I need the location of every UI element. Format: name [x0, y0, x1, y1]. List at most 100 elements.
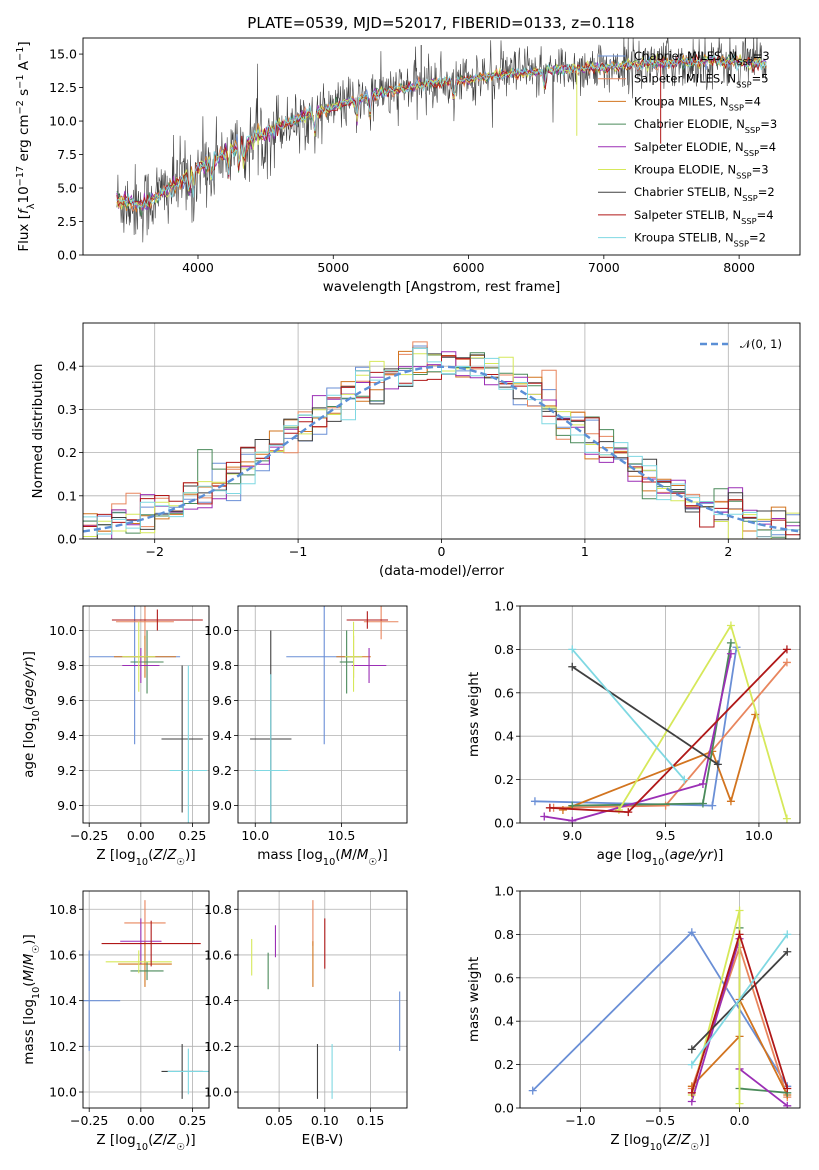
age-vs-metallicity-panel: −0.25 0.00 0.25 9.0 9.2 9.4 9.6 9.8 10.0 Z [log10…: [21, 605, 210, 868]
y-tick-label: 0.2: [57, 445, 77, 460]
y-tick-label: 9.2: [212, 763, 232, 778]
plot-area: [251, 900, 401, 1099]
weight-marker-salpeter-elodie: [783, 1101, 792, 1108]
y-tick-label: 9.6: [57, 693, 77, 708]
legend-label-kroupa-stelib: Kroupa STELIB, NSSP=2: [634, 231, 766, 249]
legend-label-salpeter-miles: Salpeter MILES, NSSP=5: [634, 72, 769, 90]
x-tick-label: 0.05: [265, 1113, 293, 1128]
y-tick-label: 15.0: [49, 47, 77, 62]
weight-marker-kroupa-stelib: [687, 1060, 696, 1069]
y-tick-label: 9.8: [212, 658, 232, 673]
y-tick-label: 0.0: [494, 816, 514, 831]
legend-label-chabrier-stelib: Chabrier STELIB, NSSP=2: [634, 185, 775, 203]
weight-marker-salpeter-elodie: [698, 779, 707, 788]
y-tick-label: 10.6: [49, 947, 77, 962]
y-tick-label: 10.0: [204, 1085, 232, 1100]
x-tick-label: 4000: [182, 260, 214, 275]
weight-marker-chabrier-elodie: [726, 638, 735, 647]
weight-marker-kroupa-stelib: [680, 775, 689, 784]
legend-label-salpeter-elodie: Salpeter ELODIE, NSSP=4: [634, 140, 776, 158]
legend-label-kroupa-elodie: Kroupa ELODIE, NSSP=3: [634, 163, 769, 181]
spectrum-line-kroupa-stelib: [116, 54, 767, 210]
weight-marker-salpeter-stelib: [735, 930, 744, 939]
y-tick-label: 9.4: [212, 728, 232, 743]
x-axis-label: mass [log10(M/M☉)]: [257, 847, 387, 868]
y-tick-label: 0.3: [57, 402, 77, 417]
weight-marker-kroupa-miles: [558, 805, 567, 814]
y-tick-label: 10.0: [49, 623, 77, 638]
weight-line-kroupa-stelib: [691, 933, 789, 1066]
plot-area: [528, 906, 792, 1108]
y-tick-label: 10.4: [49, 993, 77, 1008]
y-tick-label: 9.4: [57, 728, 77, 743]
x-tick-label: 5000: [317, 260, 349, 275]
weight-marker-kroupa-elodie: [614, 805, 623, 814]
y-tick-label: 10.2: [49, 1039, 77, 1054]
plot-area: [83, 900, 209, 1099]
y-tick-label: 9.6: [212, 693, 232, 708]
weight-marker-salpeter-stelib: [782, 645, 791, 654]
weight-marker-chabrier-miles: [528, 1086, 537, 1095]
x-axis-label: E(B-V): [302, 1132, 344, 1148]
x-tick-label: 6000: [453, 260, 485, 275]
y-axis-label: mass [log10(M/M☉)]: [21, 934, 42, 1064]
legend-label-kroupa-miles: Kroupa MILES, NSSP=4: [634, 94, 761, 112]
weight-marker-kroupa-elodie: [735, 1099, 744, 1108]
y-tick-label: 10.8: [204, 902, 232, 917]
figure-title: PLATE=0539, MJD=52017, FIBERID=0133, z=0…: [247, 14, 634, 32]
weight-marker-chabrier-stelib: [713, 760, 722, 769]
y-tick-label: 12.5: [49, 80, 77, 95]
y-tick-label: 0.6: [494, 685, 514, 700]
y-tick-label: 0.4: [494, 729, 514, 744]
x-tick-label: −1.0: [565, 1113, 595, 1128]
x-tick-label: 2: [724, 544, 732, 559]
axes-frame: [82, 605, 210, 824]
weight-marker-chabrier-miles: [687, 928, 696, 937]
y-tick-label: 0.2: [494, 1057, 514, 1072]
weight-marker-salpeter-elodie: [726, 649, 735, 658]
x-tick-label: −0.25: [70, 1113, 108, 1128]
x-tick-label: −2: [145, 544, 163, 559]
x-axis-label: age [log10(age/yr)]: [597, 847, 724, 868]
plot-area: [116, 38, 767, 243]
x-tick-label: 0.25: [179, 828, 207, 843]
x-tick-label: 9.5: [656, 828, 676, 843]
weight-marker-kroupa-stelib: [568, 645, 577, 654]
x-tick-label: 0: [438, 544, 446, 559]
legend-label-normal: 𝒩(0, 1): [740, 337, 782, 351]
plot-area: [89, 606, 207, 823]
axes-frame: [237, 890, 408, 1109]
weight-marker-kroupa-stelib: [783, 930, 792, 939]
y-tick-label: 10.0: [49, 1085, 77, 1100]
y-tick-label: 5.0: [57, 181, 77, 196]
y-tick-label: 10.0: [49, 114, 77, 129]
weight-marker-salpeter-elodie: [540, 812, 549, 821]
weight-marker-kroupa-elodie: [735, 906, 744, 915]
weight-marker-chabrier-miles: [530, 797, 539, 806]
weight-marker-salpeter-stelib: [783, 1084, 792, 1093]
plot-area: [250, 606, 399, 823]
weight-marker-salpeter-miles: [661, 801, 670, 810]
x-tick-label: 1: [581, 544, 589, 559]
y-tick-label: 0.4: [57, 359, 77, 374]
weight-vs-metallicity-panel: −1.0 −0.5 0.0 0.0 0.2 0.4 0.6 0.8 1.0 Z [log10(Z/…: [466, 884, 801, 1153]
y-tick-label: 7.5: [57, 147, 77, 162]
y-tick-label: 0.4: [494, 1014, 514, 1029]
y-tick-label: 9.0: [57, 798, 77, 813]
weight-marker-salpeter-stelib: [624, 808, 633, 817]
x-tick-label: 7000: [588, 260, 620, 275]
x-tick-label: −1: [289, 544, 307, 559]
y-axis-label: Flux [fλ10−17 erg cm−2 s−1 A−1]: [15, 41, 37, 251]
age-vs-mass-panel: 10.0 10.5 9.0 9.2 9.4 9.6 9.8 10.0 mass [log10(M…: [204, 605, 408, 868]
axes-frame: [519, 605, 801, 824]
axes-frame: [82, 37, 801, 256]
weight-marker-chabrier-stelib: [783, 947, 792, 956]
y-tick-label: 10.0: [204, 623, 232, 638]
weight-vs-age-panel: 9.0 9.5 10.0 0.0 0.2 0.4 0.6 0.8 1.0 age [log10(a…: [466, 599, 801, 868]
x-tick-label: 10.0: [241, 828, 269, 843]
y-axis-label: age [log10(age/yr)]: [21, 651, 42, 778]
y-tick-label: 9.8: [57, 658, 77, 673]
y-tick-label: 0.0: [57, 532, 77, 547]
plot-area: [83, 341, 800, 539]
y-axis-label: mass weight: [466, 957, 482, 1042]
